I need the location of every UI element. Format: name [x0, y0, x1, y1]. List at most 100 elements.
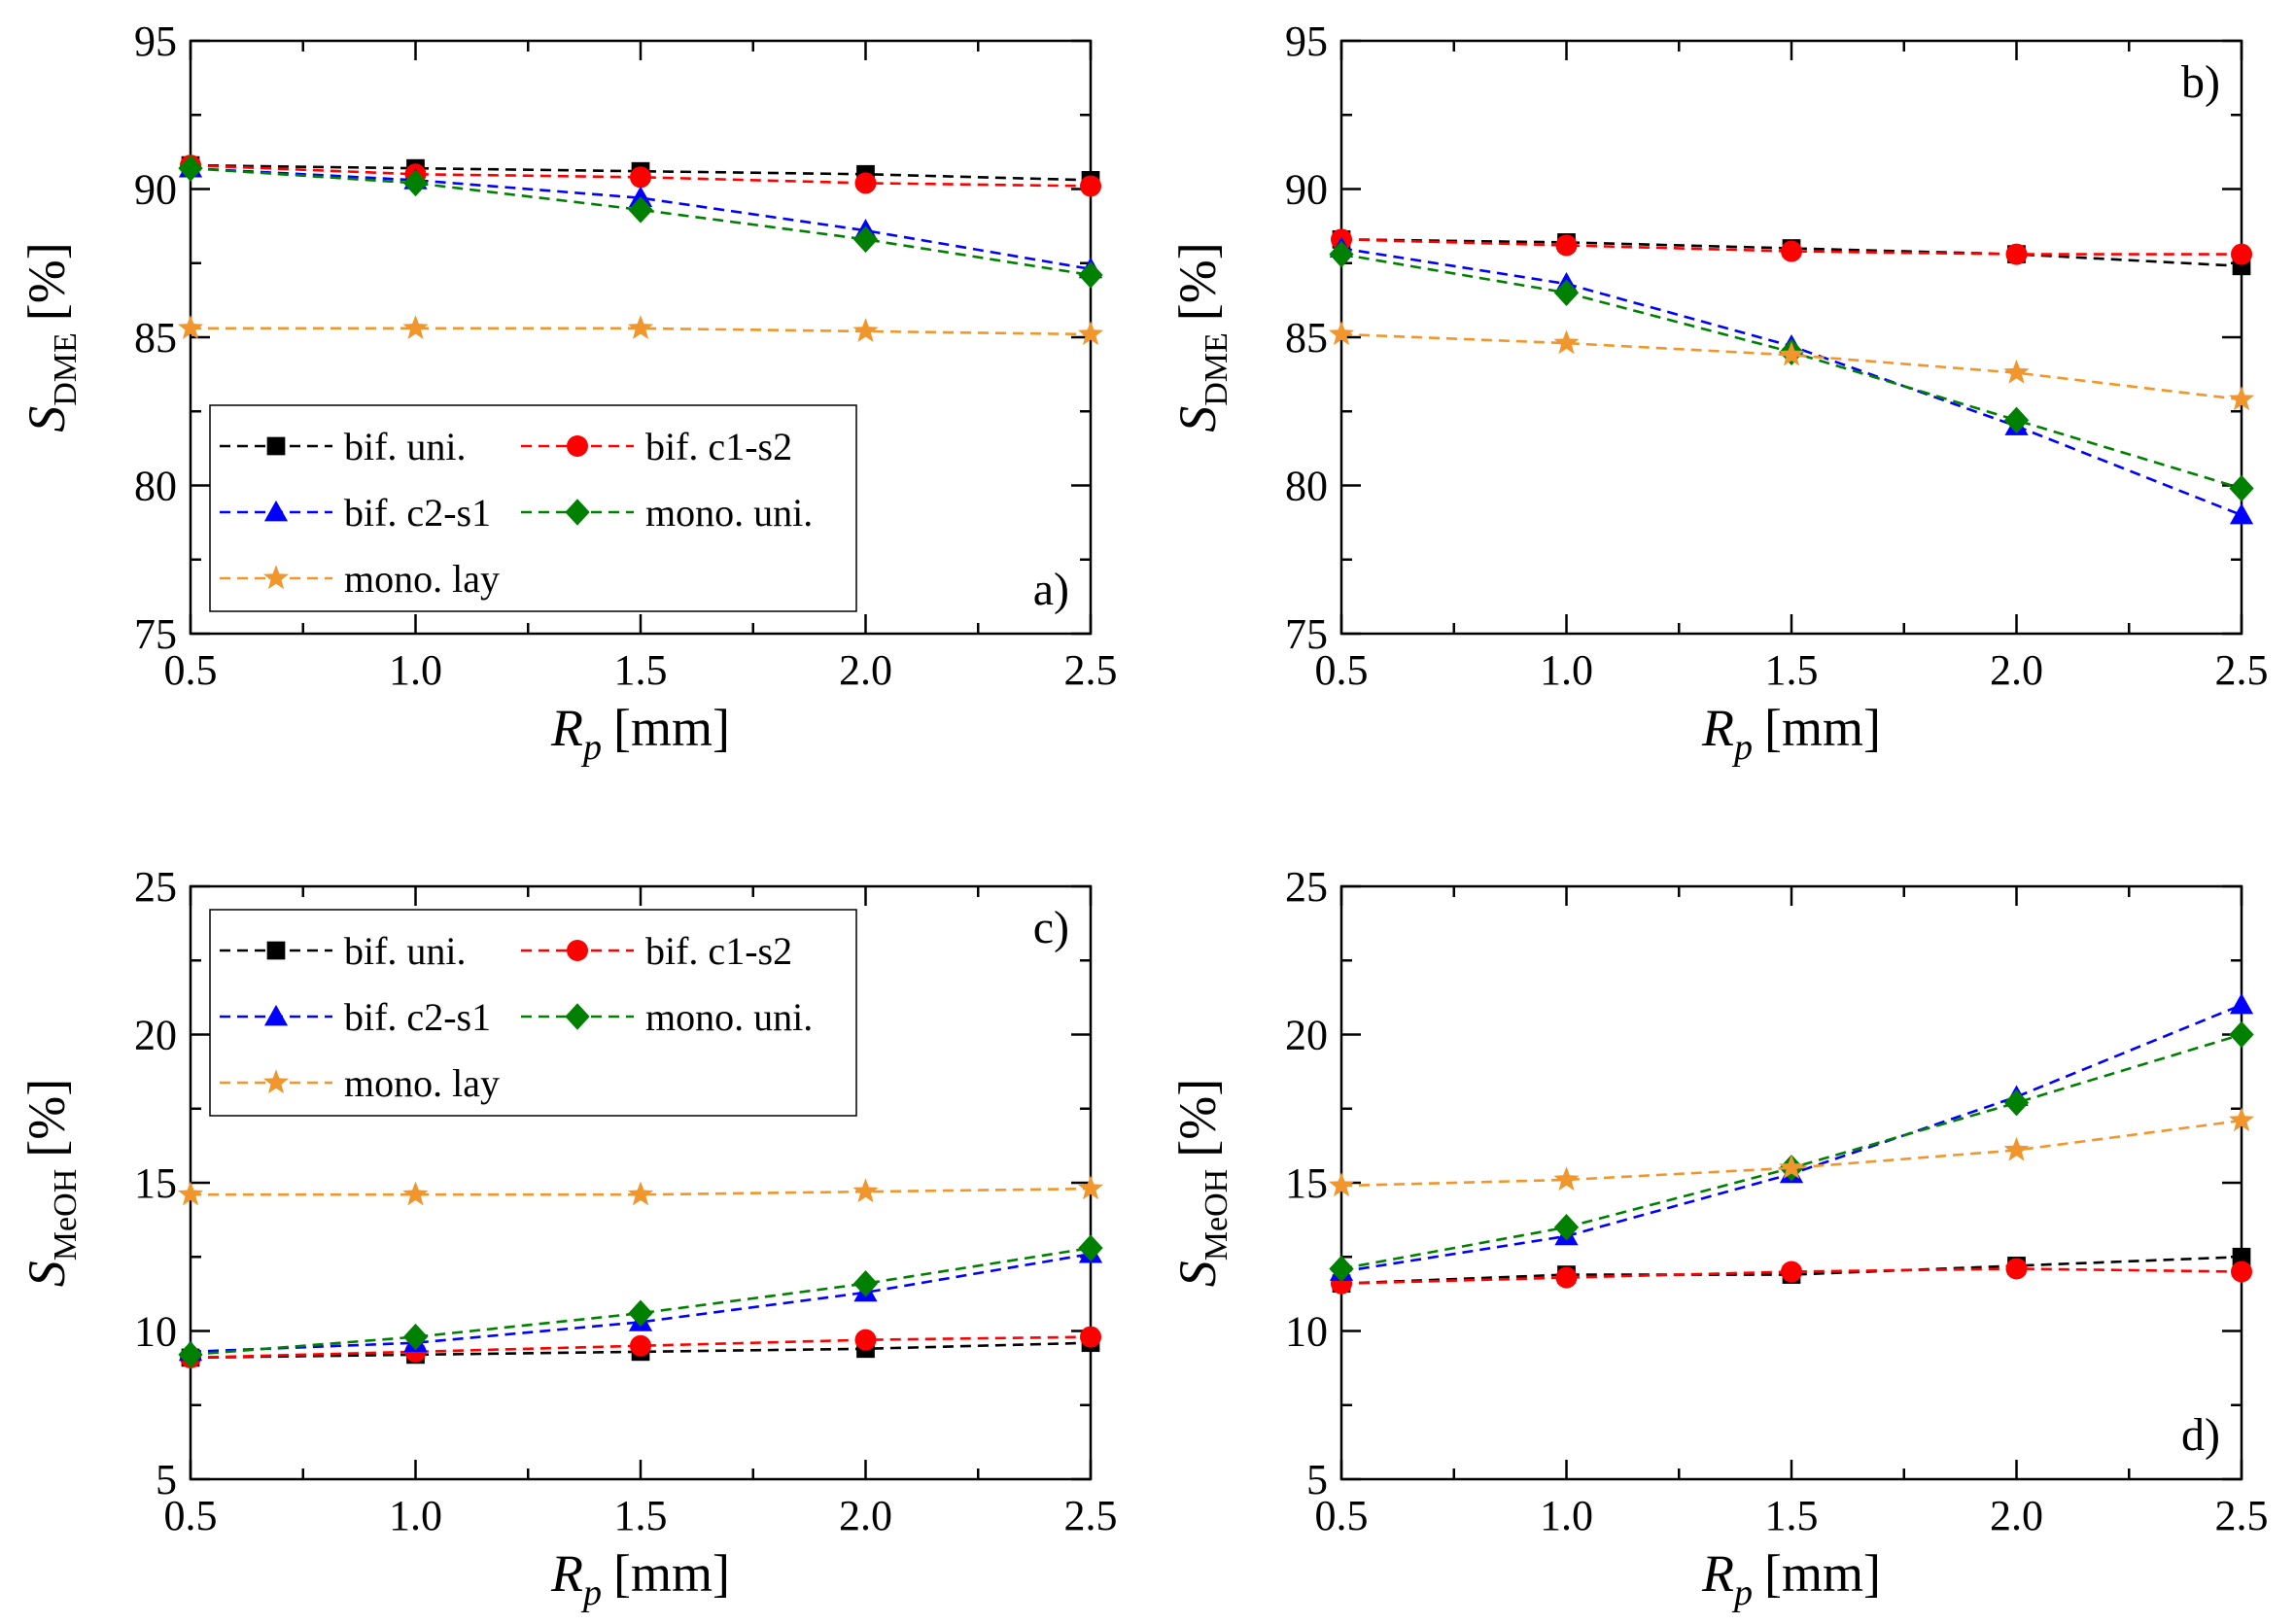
data-point	[1077, 321, 1104, 346]
data-point	[1553, 1214, 1580, 1241]
y-axis-label-unit: [%]	[17, 242, 76, 321]
series-3	[178, 1234, 1103, 1368]
legend-item: bif. c2-s1	[220, 995, 491, 1039]
legend-label: bif. uni.	[344, 425, 467, 468]
series-line	[190, 166, 1092, 277]
x-axis-label-unit: [mm]	[613, 1544, 730, 1603]
series-line	[190, 163, 1092, 182]
series-4	[177, 1175, 1104, 1206]
y-axis-label-main: S	[17, 406, 76, 432]
legend-label: mono. lay	[344, 557, 500, 601]
data-point	[2229, 474, 2254, 502]
series-line	[190, 166, 1092, 271]
x-axis-label: Rp [mm]	[1701, 699, 1881, 768]
data-point	[854, 172, 877, 194]
data-point	[854, 1329, 877, 1351]
x-tick-label: 1.5	[1765, 1492, 1819, 1539]
y-tick-label: 80	[1285, 463, 1328, 510]
legend-marker	[567, 940, 588, 961]
series-1	[1331, 228, 2252, 265]
y-tick-label: 75	[1285, 610, 1328, 658]
chart-panel-3: 0.5 1.0 1.5 2.0 2.5 5 10 15 20 25 Rp [mm] SMeOH [%] c)…	[17, 863, 1118, 1613]
data-point	[402, 315, 429, 339]
x-axis-label: Rp [mm]	[550, 699, 730, 768]
data-point	[1077, 1175, 1104, 1200]
data-point	[2231, 243, 2252, 265]
data-point	[1080, 175, 1101, 197]
data-point	[2231, 1261, 2252, 1283]
data-point	[1553, 1166, 1580, 1192]
data-point	[177, 315, 204, 339]
data-point	[1328, 321, 1355, 346]
legend-marker	[263, 1004, 289, 1026]
series-line	[190, 1252, 1092, 1354]
y-axis-label-sub: MeOH	[1199, 1169, 1234, 1261]
data-point	[2005, 1258, 2028, 1280]
y-axis-label-unit: [%]	[1168, 1079, 1227, 1158]
y-axis-label-main: S	[1168, 1261, 1227, 1287]
legend-marker	[565, 499, 590, 526]
data-point	[178, 1341, 203, 1368]
y-tick-label: 25	[1285, 863, 1328, 911]
series-4	[177, 315, 1104, 346]
data-point	[1078, 1234, 1103, 1261]
y-axis-label-unit: [%]	[17, 1079, 76, 1158]
series-line	[1340, 332, 2243, 401]
data-point	[852, 1269, 879, 1297]
data-point	[630, 166, 651, 189]
chart-panel-1: 0.5 1.0 1.5 2.0 2.5 75 80 85 90 95 Rp [mm] SDME [%] a)…	[17, 17, 1118, 768]
legend-marker	[262, 565, 290, 590]
panel-label: b)	[2181, 56, 2220, 108]
y-axis-label: SDME [%]	[17, 242, 84, 432]
legend-label: bif. c2-s1	[344, 995, 491, 1039]
x-axis-label-main: R	[550, 699, 583, 757]
y-axis-label-main: S	[1168, 406, 1227, 432]
data-point	[2003, 1136, 2030, 1161]
data-point	[2232, 1247, 2251, 1266]
data-point	[1778, 341, 1805, 366]
y-tick-label: 85	[134, 314, 177, 362]
legend: bif. uni. bif. c1-s2 bif. c2-s1 mono. uni. m…	[209, 404, 857, 612]
data-point	[2229, 1020, 2254, 1049]
data-point	[2228, 1107, 2255, 1132]
legend-label: bif. uni.	[344, 929, 467, 973]
x-axis-label-sub: p	[580, 727, 602, 768]
data-point	[852, 225, 879, 254]
data-point	[1328, 1172, 1355, 1197]
data-point	[178, 155, 203, 182]
legend-label: mono. lay	[344, 1061, 500, 1105]
panel-label: a)	[1033, 564, 1069, 615]
data-point	[177, 1181, 204, 1206]
series-line	[1340, 247, 2243, 517]
y-tick-label: 15	[1285, 1159, 1328, 1207]
y-axis-label-sub: MeOH	[48, 1169, 84, 1261]
data-point	[1080, 1326, 1101, 1348]
x-axis-label-unit: [mm]	[613, 699, 730, 757]
legend-marker	[262, 1069, 290, 1094]
x-axis-label: Rp [mm]	[550, 1544, 730, 1613]
y-tick-label: 75	[134, 610, 177, 658]
series-line	[1340, 1255, 2243, 1285]
legend-item: bif. uni.	[220, 929, 467, 973]
data-point	[1553, 329, 1580, 355]
chart-panel-2: 0.5 1.0 1.5 2.0 2.5 75 80 85 90 95 Rp [mm] SDME [%] b)	[1168, 17, 2269, 768]
y-tick-label: 20	[134, 1012, 177, 1059]
x-axis-label-sub: p	[1731, 1572, 1753, 1613]
legend-marker	[263, 500, 289, 522]
data-point	[402, 1323, 429, 1351]
y-tick-label: 25	[134, 863, 177, 911]
series-line	[1340, 238, 2242, 256]
legend-marker	[567, 435, 588, 457]
y-tick-label: 95	[1285, 17, 1328, 65]
x-axis-label-main: R	[550, 1544, 583, 1603]
y-tick-label: 5	[156, 1456, 177, 1503]
data-point	[1553, 279, 1580, 306]
legend-marker	[565, 1003, 590, 1030]
y-tick-label: 90	[1285, 166, 1328, 214]
panel-label: c)	[1033, 902, 1069, 953]
series-line	[190, 1341, 1092, 1360]
legend-item: mono. lay	[220, 557, 500, 601]
x-axis-label-sub: p	[580, 1572, 602, 1613]
series-2	[1329, 236, 2254, 525]
